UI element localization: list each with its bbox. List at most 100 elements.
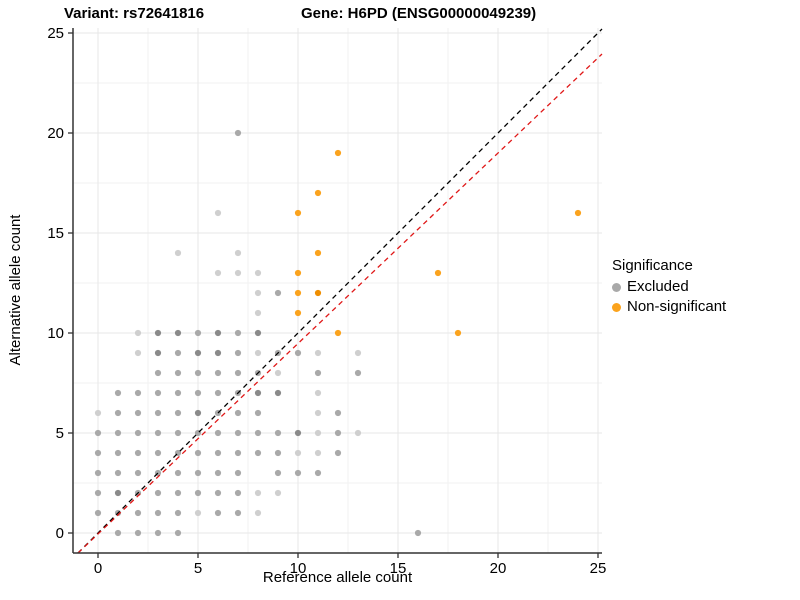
fit-line: [77, 53, 603, 554]
data-point-non-significant: [574, 209, 582, 217]
data-point-excluded: [234, 429, 242, 437]
data-point-excluded: [174, 369, 182, 377]
data-point-excluded: [354, 429, 362, 437]
data-point-excluded: [334, 449, 342, 457]
data-point-excluded: [254, 489, 262, 497]
identity-line: [77, 28, 603, 554]
data-point-excluded: [234, 509, 242, 517]
data-point-excluded: [94, 449, 102, 457]
data-point-excluded: [314, 369, 322, 377]
data-point-excluded: [114, 389, 122, 397]
data-point-excluded: [414, 529, 422, 537]
data-point-excluded: [194, 449, 202, 457]
legend: Significance Excluded Non-significant: [612, 257, 726, 318]
data-point-excluded: [154, 349, 162, 357]
data-point-excluded: [314, 429, 322, 437]
data-point-excluded: [214, 489, 222, 497]
x-tick-label: 25: [590, 560, 607, 577]
data-point-excluded: [94, 489, 102, 497]
data-point-excluded: [274, 489, 282, 497]
data-point-excluded: [214, 349, 222, 357]
data-point-excluded: [314, 409, 322, 417]
data-point-excluded: [134, 389, 142, 397]
data-point-excluded: [154, 529, 162, 537]
data-point-excluded: [254, 329, 262, 337]
data-point-excluded: [274, 449, 282, 457]
data-point-excluded: [194, 409, 202, 417]
x-tick-label: 20: [490, 560, 507, 577]
data-point-excluded: [254, 349, 262, 357]
data-point-excluded: [214, 329, 222, 337]
data-point-excluded: [154, 449, 162, 457]
data-point-excluded: [174, 329, 182, 337]
data-point-excluded: [214, 269, 222, 277]
data-point-excluded: [114, 469, 122, 477]
data-point-excluded: [294, 349, 302, 357]
data-point-excluded: [234, 129, 242, 137]
data-point-excluded: [174, 389, 182, 397]
data-point-excluded: [314, 469, 322, 477]
data-point-excluded: [254, 289, 262, 297]
x-tick-label: 0: [94, 560, 102, 577]
data-point-non-significant: [294, 309, 302, 317]
data-point-excluded: [134, 429, 142, 437]
data-point-excluded: [134, 529, 142, 537]
data-point-excluded: [214, 389, 222, 397]
x-tick-label: 10: [290, 560, 307, 577]
data-point-excluded: [234, 349, 242, 357]
data-point-excluded: [114, 429, 122, 437]
data-point-excluded: [194, 389, 202, 397]
data-point-excluded: [134, 349, 142, 357]
data-point-non-significant: [314, 249, 322, 257]
data-point-excluded: [214, 369, 222, 377]
data-point-excluded: [114, 529, 122, 537]
data-point-excluded: [234, 329, 242, 337]
data-point-excluded: [154, 389, 162, 397]
data-point-excluded: [174, 249, 182, 257]
data-point-excluded: [154, 329, 162, 337]
data-point-excluded: [94, 509, 102, 517]
legend-title: Significance: [612, 257, 693, 274]
data-point-excluded: [94, 469, 102, 477]
data-point-excluded: [254, 309, 262, 317]
data-point-excluded: [194, 469, 202, 477]
data-point-excluded: [354, 349, 362, 357]
data-point-excluded: [294, 429, 302, 437]
data-point-excluded: [274, 429, 282, 437]
data-point-excluded: [154, 509, 162, 517]
data-point-excluded: [174, 509, 182, 517]
data-point-excluded: [294, 469, 302, 477]
data-point-excluded: [234, 369, 242, 377]
data-point-excluded: [174, 489, 182, 497]
data-point-excluded: [94, 409, 102, 417]
data-point-non-significant: [334, 329, 342, 337]
legend-item-label: Excluded: [627, 278, 689, 295]
x-axis-label: Reference allele count: [262, 569, 413, 586]
data-point-excluded: [294, 449, 302, 457]
data-point-non-significant: [294, 269, 302, 277]
data-point-excluded: [254, 409, 262, 417]
x-tick-label: 5: [194, 560, 202, 577]
data-point-excluded: [194, 369, 202, 377]
data-point-excluded: [174, 529, 182, 537]
data-point-non-significant: [454, 329, 462, 337]
legend-item-nonsignificant: Non-significant: [612, 298, 726, 316]
data-point-non-significant: [334, 149, 342, 157]
data-point-excluded: [94, 429, 102, 437]
data-point-non-significant: [294, 289, 302, 297]
x-tick-label: 15: [390, 560, 407, 577]
data-point-excluded: [234, 269, 242, 277]
y-tick-label: 25: [47, 25, 64, 42]
y-tick-label: 0: [56, 525, 64, 542]
data-point-excluded: [154, 369, 162, 377]
data-point-excluded: [274, 289, 282, 297]
data-point-excluded: [254, 429, 262, 437]
data-point-excluded: [274, 369, 282, 377]
data-point-non-significant: [434, 269, 442, 277]
data-point-excluded: [134, 409, 142, 417]
variant-title: Variant: rs72641816: [64, 5, 205, 22]
data-point-excluded: [254, 449, 262, 457]
legend-item-excluded: Excluded: [612, 278, 726, 296]
gene-title: Gene: H6PD (ENSG00000049239): [301, 5, 537, 22]
